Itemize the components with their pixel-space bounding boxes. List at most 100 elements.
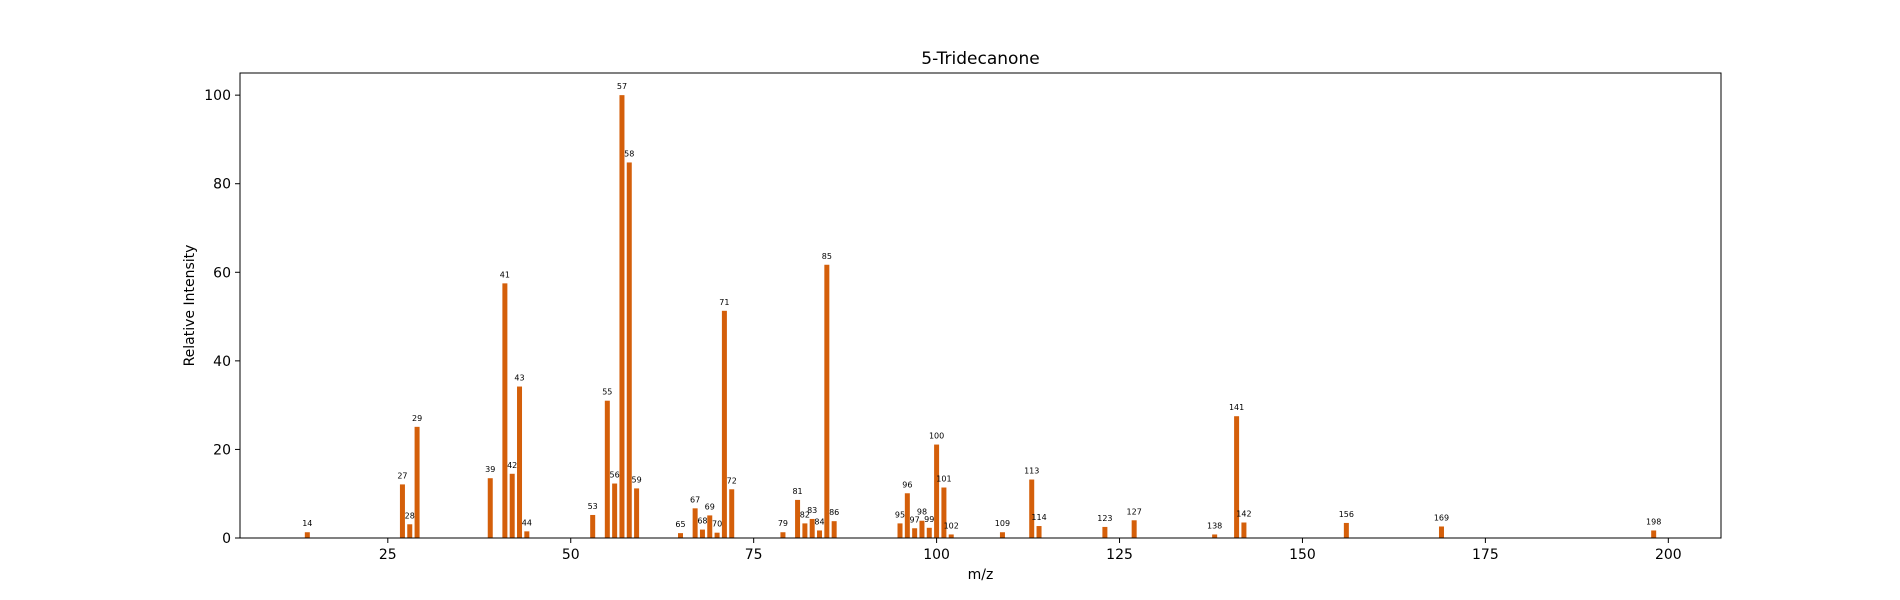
y-axis: 0 20 40 60 80 100	[204, 88, 240, 547]
bars-group	[304, 95, 1657, 538]
bar-label-mz-27: 27	[397, 471, 407, 480]
bar-mz-28	[407, 524, 413, 538]
y-tick-label-0: 0	[222, 531, 231, 547]
bar-label-mz-28: 28	[405, 511, 415, 520]
x-tick-label-25: 25	[379, 547, 397, 563]
bar-mz-141	[1234, 416, 1240, 538]
bar-mz-56	[612, 483, 618, 538]
bar-label-mz-79: 79	[778, 519, 788, 528]
bar-mz-59	[634, 488, 640, 538]
bar-mz-84	[817, 530, 823, 538]
bar-mz-198	[1651, 530, 1657, 538]
bar-mz-109	[999, 532, 1005, 538]
bar-mz-55	[604, 400, 610, 538]
bar-label-mz-72: 72	[727, 476, 737, 485]
y-tick-label-60: 60	[213, 265, 231, 281]
x-tick-label-75: 75	[745, 547, 763, 563]
bar-label-mz-169: 169	[1434, 513, 1449, 522]
bar-label-mz-70: 70	[712, 520, 722, 529]
bar-mz-85	[824, 264, 830, 538]
bar-mz-142	[1241, 522, 1247, 538]
bar-label-mz-156: 156	[1339, 510, 1354, 519]
bar-label-mz-98: 98	[917, 508, 927, 517]
bar-mz-67	[692, 508, 698, 538]
bar-mz-79	[780, 532, 786, 538]
bar-labels-group: 14 27 28 29 39 41 42 43 44 53 55 56 57 58 59 65 67 68 69 70…	[302, 82, 1661, 530]
bar-label-mz-69: 69	[705, 502, 715, 511]
bar-label-mz-113: 113	[1024, 467, 1039, 476]
bar-mz-70	[714, 532, 720, 538]
bar-label-mz-43: 43	[514, 374, 524, 383]
bar-mz-101	[941, 487, 947, 538]
bar-label-mz-123: 123	[1097, 514, 1112, 523]
y-tick-label-40: 40	[213, 354, 231, 370]
bar-mz-57	[619, 95, 625, 538]
bar-mz-68	[699, 529, 705, 538]
bar-label-mz-142: 142	[1236, 510, 1251, 519]
bar-label-mz-53: 53	[588, 502, 598, 511]
bar-label-mz-65: 65	[675, 520, 685, 529]
x-tick-label-150: 150	[1289, 547, 1316, 563]
bar-label-mz-42: 42	[507, 461, 517, 470]
bar-mz-27	[399, 484, 405, 538]
bar-label-mz-84: 84	[814, 517, 824, 526]
bar-label-mz-81: 81	[792, 487, 802, 496]
bar-label-mz-102: 102	[944, 521, 959, 530]
bar-mz-99	[926, 527, 932, 538]
bar-mz-14	[304, 532, 310, 538]
bar-label-mz-97: 97	[910, 515, 920, 524]
bar-mz-39	[487, 478, 493, 538]
y-tick-label-100: 100	[204, 88, 231, 104]
bar-mz-44	[524, 531, 530, 538]
bar-label-mz-39: 39	[485, 465, 495, 474]
bar-mz-81	[795, 499, 801, 538]
bar-label-mz-71: 71	[719, 298, 729, 307]
bar-label-mz-56: 56	[610, 471, 620, 480]
bar-label-mz-141: 141	[1229, 403, 1244, 412]
chart-title: 5-Tridecanone	[921, 49, 1039, 69]
bar-mz-43	[517, 386, 523, 538]
x-tick-label-50: 50	[562, 547, 580, 563]
bar-mz-29	[414, 426, 420, 538]
bar-mz-138	[1212, 534, 1218, 538]
bar-label-mz-86: 86	[829, 508, 839, 517]
bar-mz-96	[904, 493, 910, 538]
bar-mz-82	[802, 523, 808, 538]
bar-mz-123	[1102, 526, 1108, 538]
bar-label-mz-68: 68	[697, 517, 707, 526]
x-axis: 25 50 75 100 125 150 175 200	[379, 538, 1682, 563]
bar-label-mz-55: 55	[602, 388, 612, 397]
bar-label-mz-59: 59	[631, 475, 641, 484]
bar-label-mz-29: 29	[412, 414, 422, 423]
bar-mz-69	[707, 515, 713, 538]
bar-mz-72	[729, 489, 735, 538]
y-tick-label-80: 80	[213, 177, 231, 193]
bar-mz-95	[897, 523, 903, 538]
bar-label-mz-101: 101	[936, 475, 951, 484]
bar-label-mz-83: 83	[807, 506, 817, 515]
bar-mz-53	[590, 514, 596, 538]
bar-mz-98	[919, 520, 925, 538]
bar-mz-86	[831, 521, 837, 538]
bar-mz-42	[509, 473, 515, 538]
bar-mz-156	[1343, 522, 1349, 538]
bar-mz-71	[721, 310, 727, 538]
bar-mz-100	[934, 444, 940, 538]
bar-label-mz-114: 114	[1031, 513, 1046, 522]
bar-label-mz-198: 198	[1646, 517, 1661, 526]
x-tick-label-200: 200	[1655, 547, 1682, 563]
bar-label-mz-95: 95	[895, 510, 905, 519]
bar-mz-97	[912, 528, 918, 538]
bar-mz-114	[1036, 526, 1042, 538]
plot-area-frame	[239, 72, 1722, 539]
x-tick-label-125: 125	[1106, 547, 1133, 563]
bar-mz-41	[502, 283, 508, 538]
y-axis-label: Relative Intensity	[182, 245, 198, 367]
bar-label-mz-44: 44	[522, 518, 532, 527]
bar-label-mz-96: 96	[902, 480, 912, 489]
bar-label-mz-100: 100	[929, 432, 944, 441]
bar-label-mz-99: 99	[924, 515, 934, 524]
bar-mz-58	[626, 162, 632, 538]
bar-mz-65	[678, 533, 683, 538]
